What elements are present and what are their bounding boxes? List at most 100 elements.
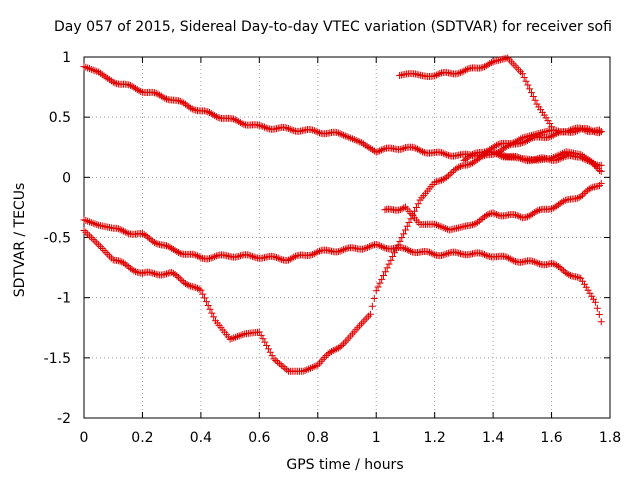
data-point [343, 133, 351, 141]
data-point [245, 251, 253, 259]
data-point [279, 363, 287, 371]
data-point [91, 220, 99, 228]
data-point [479, 63, 487, 71]
data-point [149, 269, 157, 277]
data-point [262, 124, 270, 132]
data-point [376, 279, 384, 287]
data-point [470, 220, 478, 228]
data-point [329, 347, 337, 355]
data-point [365, 243, 373, 251]
data-point [534, 259, 542, 267]
data-point [163, 270, 171, 278]
data-point [419, 148, 427, 156]
data-point [312, 362, 320, 370]
data-point [312, 127, 320, 135]
data-point [580, 280, 588, 288]
data-point [532, 208, 540, 216]
data-point [401, 226, 409, 234]
data-point [91, 237, 99, 245]
data-point [527, 135, 535, 143]
data-point [263, 341, 271, 349]
data-point [345, 133, 353, 141]
data-point [424, 248, 432, 256]
data-point [98, 245, 106, 253]
data-point [491, 142, 499, 150]
data-point [403, 222, 411, 230]
data-point [529, 257, 537, 265]
data-point [91, 67, 99, 75]
data-point [89, 235, 97, 243]
data-point [595, 311, 603, 319]
x-tick-label: 1.8 [599, 430, 621, 446]
data-point [150, 238, 158, 246]
data-point [400, 204, 408, 212]
data-point [208, 309, 216, 317]
data-point [381, 206, 389, 214]
data-point [161, 270, 169, 278]
x-tick-label: 0.6 [248, 430, 270, 446]
data-point [176, 97, 184, 105]
data-point [546, 133, 554, 141]
data-point [511, 257, 519, 265]
data-point [232, 333, 240, 341]
data-point [272, 356, 280, 364]
series-track-4 [80, 216, 605, 326]
data-point [381, 244, 389, 252]
data-point [363, 314, 371, 322]
data-point [277, 361, 285, 369]
data-point [378, 275, 386, 283]
data-point [273, 253, 281, 261]
data-point [209, 253, 217, 261]
data-point [579, 277, 587, 285]
data-point [187, 282, 195, 290]
data-point [580, 189, 588, 197]
data-point [477, 249, 485, 257]
data-points [80, 54, 605, 375]
data-point [338, 341, 346, 349]
data-point [235, 332, 243, 340]
data-point [448, 168, 456, 176]
data-point [364, 243, 372, 251]
data-point [369, 146, 377, 154]
data-point [400, 144, 408, 152]
data-point [398, 234, 406, 242]
data-point [274, 358, 282, 366]
data-point [374, 241, 382, 249]
data-point [495, 150, 503, 158]
data-point [340, 131, 348, 139]
data-point [85, 218, 93, 226]
data-point [548, 205, 556, 213]
data-point [210, 313, 218, 321]
data-point [414, 200, 422, 208]
data-point [481, 251, 489, 259]
data-point [301, 367, 309, 375]
data-point [548, 154, 556, 162]
data-point [441, 250, 449, 258]
data-point [412, 204, 420, 212]
data-point [238, 120, 246, 128]
data-point [479, 250, 487, 258]
data-point [192, 284, 200, 292]
data-point [410, 144, 418, 152]
data-point [106, 76, 114, 84]
grid [84, 57, 610, 418]
data-point [530, 258, 538, 266]
data-point [340, 340, 348, 348]
data-point [566, 271, 574, 279]
data-point [415, 146, 423, 154]
data-point [358, 139, 366, 147]
data-point [130, 267, 138, 275]
data-point [178, 277, 186, 285]
data-point [517, 139, 525, 147]
data-point [288, 126, 296, 134]
data-point [493, 211, 501, 219]
data-point [187, 104, 195, 112]
data-point [558, 265, 566, 273]
data-point [525, 136, 533, 144]
data-point [299, 367, 307, 375]
data-point [401, 245, 409, 253]
data-point [400, 244, 408, 252]
data-point [361, 316, 369, 324]
data-point [385, 260, 393, 268]
